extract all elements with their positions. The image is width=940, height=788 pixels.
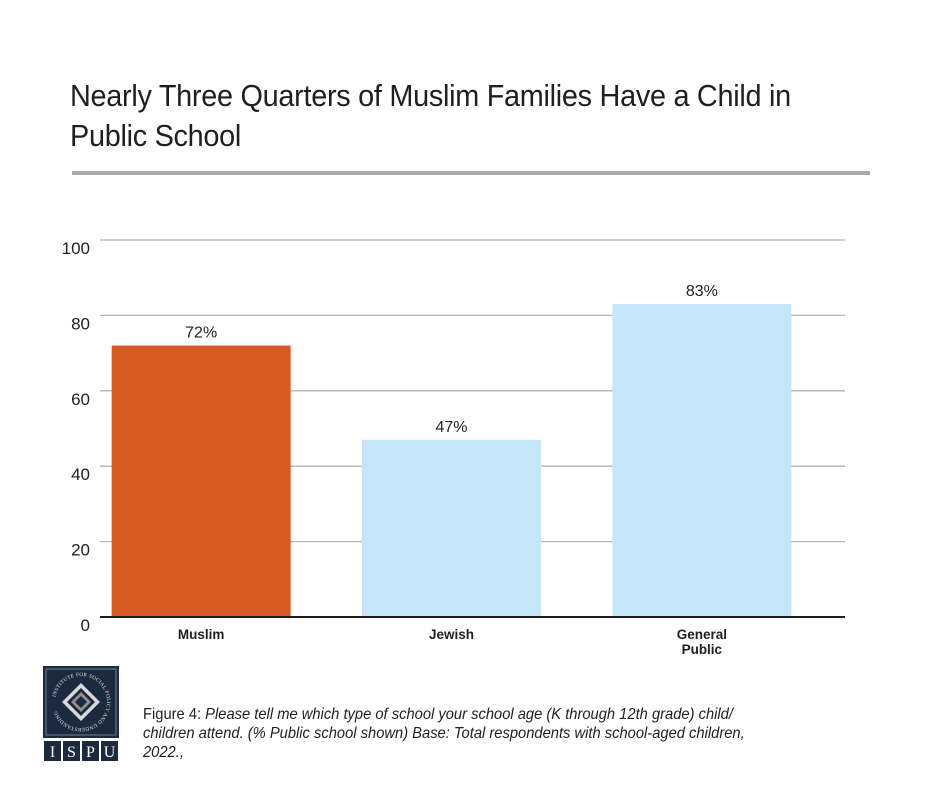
logo-letter-box-p [82,741,99,761]
logo-letter-box-s [63,741,80,761]
bar-muslim [111,345,291,617]
data-label-jewish: 47% [435,419,467,436]
x-tick-label-jewish: Jewish [429,627,474,642]
data-label-muslim: 72% [185,325,217,342]
y-tick-label-60: 60 [71,390,90,409]
logo-letter-box-u [101,741,118,761]
bar-general-public [612,304,792,617]
ispu-logo: INSTITUTE FOR SOCIAL POLICY AND UNDERSTA… [43,666,119,762]
title-divider [72,171,870,175]
x-tick-label-muslim: Muslim [178,627,225,642]
chart-title: Nearly Three Quarters of Muslim Families… [70,78,791,153]
caption-figure-number: Figure 4: [143,706,202,723]
x-tick-label-general-public-line-1: General [677,627,727,642]
logo-letter-i: I [50,744,55,761]
y-tick-label-0: 0 [81,616,90,635]
logo-letter-p: P [86,744,95,761]
y-tick-label-80: 80 [71,314,90,333]
y-tick-label-100: 100 [62,239,90,258]
data-label-general-public: 83% [686,283,718,300]
caption-text: Please tell me which type of school your… [143,706,745,761]
bar-jewish [362,439,541,617]
figure-caption: Figure 4: Please tell me which type of s… [143,705,787,762]
logo-letter-u: U [104,744,116,761]
logo-letter-box-i [44,741,61,761]
y-tick-label-40: 40 [71,465,90,484]
logo-letter-s: S [67,744,76,761]
y-tick-label-20: 20 [71,541,90,560]
x-tick-label-general-public-line-2: Public [682,642,723,657]
ispu-logo-icon: INSTITUTE FOR SOCIAL POLICY AND UNDERSTA… [43,666,119,761]
